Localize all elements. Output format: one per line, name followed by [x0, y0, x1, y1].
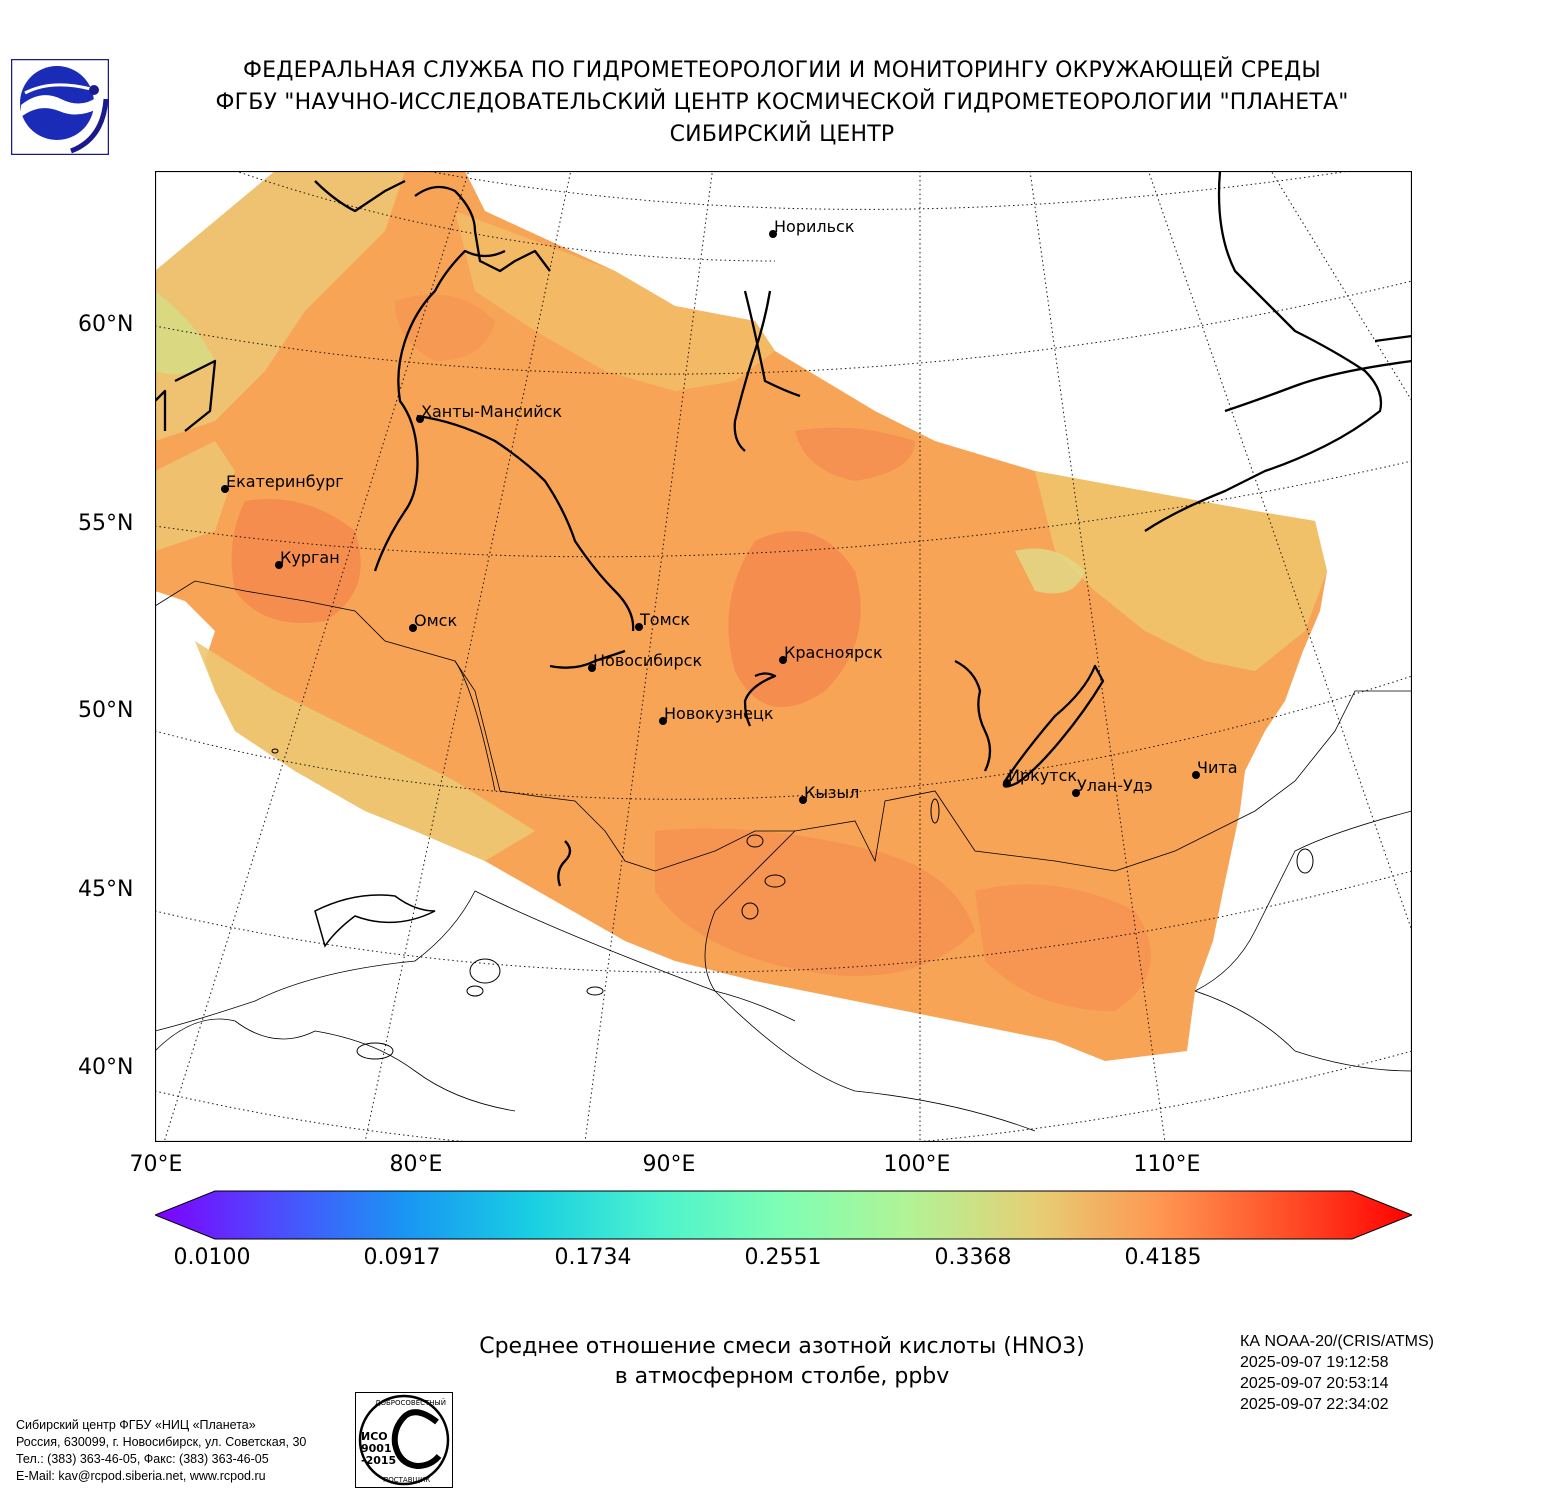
colorbar-tick-5: 0.4185 — [1124, 1245, 1202, 1270]
colorbar-svg — [153, 1190, 1414, 1240]
org-phone: Тел.: (383) 363-46-05, Факс: (383) 363-4… — [16, 1452, 269, 1466]
iso-stamp-bottom: ПОСТАВЩИК — [383, 1476, 430, 1484]
header-agency: ФЕДЕРАЛЬНАЯ СЛУЖБА ПО ГИДРОМЕТЕОРОЛОГИИ … — [243, 58, 1321, 83]
city-marker — [769, 230, 777, 238]
city-label: Новосибирск — [593, 651, 702, 670]
balkhash-lake — [314, 894, 436, 948]
city-label: Екатеринбург — [226, 472, 344, 491]
colorbar-tick-3: 0.2551 — [744, 1245, 822, 1270]
org-address: Россия, 630099, г. Новосибирск, ул. Сове… — [16, 1435, 307, 1449]
city-label: Омск — [414, 611, 457, 630]
lon-label-100: 100°E — [883, 1152, 951, 1177]
city-marker — [779, 656, 787, 664]
map-svg: Норильск Ханты-Мансийск Екатеринбург Курган… — [154, 170, 1413, 1143]
caption-line1: Среднее отношение смеси азотной кислоты … — [479, 1334, 1085, 1359]
city-label: Чита — [1197, 758, 1238, 777]
city-marker — [221, 485, 229, 493]
lon-label-80: 80°E — [389, 1152, 443, 1177]
header-center: СИБИРСКИЙ ЦЕНТР — [669, 122, 895, 147]
graticule — [155, 171, 1412, 1142]
colorbar — [153, 1190, 1414, 1240]
lon-label-70: 70°E — [129, 1152, 183, 1177]
satellite-time-2: 2025-09-07 20:53:14 — [1240, 1375, 1389, 1392]
lat-label-50: 50°N — [78, 698, 134, 723]
city-label: Красноярск — [784, 643, 883, 662]
city-label: Кызыл — [804, 783, 859, 802]
lat-label-55: 55°N — [78, 511, 134, 536]
city-marker — [416, 415, 424, 423]
city-label: Томск — [639, 610, 690, 629]
iso-stamp-line3: -2015 — [361, 1454, 396, 1467]
country-borders — [155, 580, 1412, 1132]
org-name: Сибирский центр ФГБУ «НИЦ «Планета» — [16, 1418, 256, 1432]
city-label: Новокузнецк — [664, 704, 774, 723]
rivers — [155, 171, 1412, 887]
header-institute: ФГБУ "НАУЧНО-ИССЛЕДОВАТЕЛЬСКИЙ ЦЕНТР КОС… — [215, 90, 1349, 115]
caption-line2: в атмосферном столбе, ppbv — [614, 1364, 950, 1389]
iso-stamp-line1: ИСО — [361, 1430, 388, 1443]
colorbar-tick-4: 0.3368 — [934, 1245, 1012, 1270]
city-label: Иркутск — [1008, 766, 1077, 785]
city-label: Ханты-Мансийск — [421, 402, 562, 421]
city-marker — [1192, 771, 1200, 779]
org-email: E-Mail: kav@rcpod.siberia.net, www.rcpod… — [16, 1469, 266, 1483]
iso-stamp-line2: 9001 — [361, 1442, 392, 1455]
lat-label-45: 45°N — [78, 877, 134, 902]
lat-label-40: 40°N — [78, 1055, 134, 1080]
satellite-time-1: 2025-09-07 19:12:58 — [1240, 1354, 1389, 1371]
lon-label-110: 110°E — [1133, 1152, 1201, 1177]
city-marker — [635, 623, 643, 631]
iso-stamp-top: ДОБРОСОВЕСТНЫЙ — [375, 1398, 446, 1407]
lakes — [271, 748, 1314, 1060]
city-markers: Норильск Ханты-Мансийск Екатеринбург Курган… — [221, 217, 1238, 804]
lon-label-90: 90°E — [642, 1152, 696, 1177]
colorbar-tick-1: 0.0917 — [363, 1245, 441, 1270]
map-panel: Норильск Ханты-Мансийск Екатеринбург Курган… — [154, 170, 1413, 1143]
city-marker — [1072, 789, 1080, 797]
city-label: Норильск — [774, 217, 855, 236]
planeta-logo — [10, 58, 110, 156]
city-marker — [1003, 779, 1011, 787]
city-marker — [588, 664, 596, 672]
city-label: Курган — [280, 548, 340, 567]
city-marker — [409, 624, 417, 632]
satellite-time-3: 2025-09-07 22:34:02 — [1240, 1396, 1389, 1413]
city-marker — [275, 561, 283, 569]
city-marker — [799, 796, 807, 804]
satellite-name: КА NOAA-20/(CRIS/ATMS) — [1240, 1333, 1434, 1350]
lat-label-60: 60°N — [78, 312, 134, 337]
colorbar-tick-0: 0.0100 — [173, 1245, 251, 1270]
iso-stamp: ИСО 9001 -2015 ДОБРОСОВЕСТНЫЙ ПОСТАВЩИК — [355, 1392, 453, 1488]
city-marker — [659, 717, 667, 725]
colorbar-tick-2: 0.1734 — [554, 1245, 632, 1270]
city-label: Улан-Удэ — [1077, 776, 1153, 795]
